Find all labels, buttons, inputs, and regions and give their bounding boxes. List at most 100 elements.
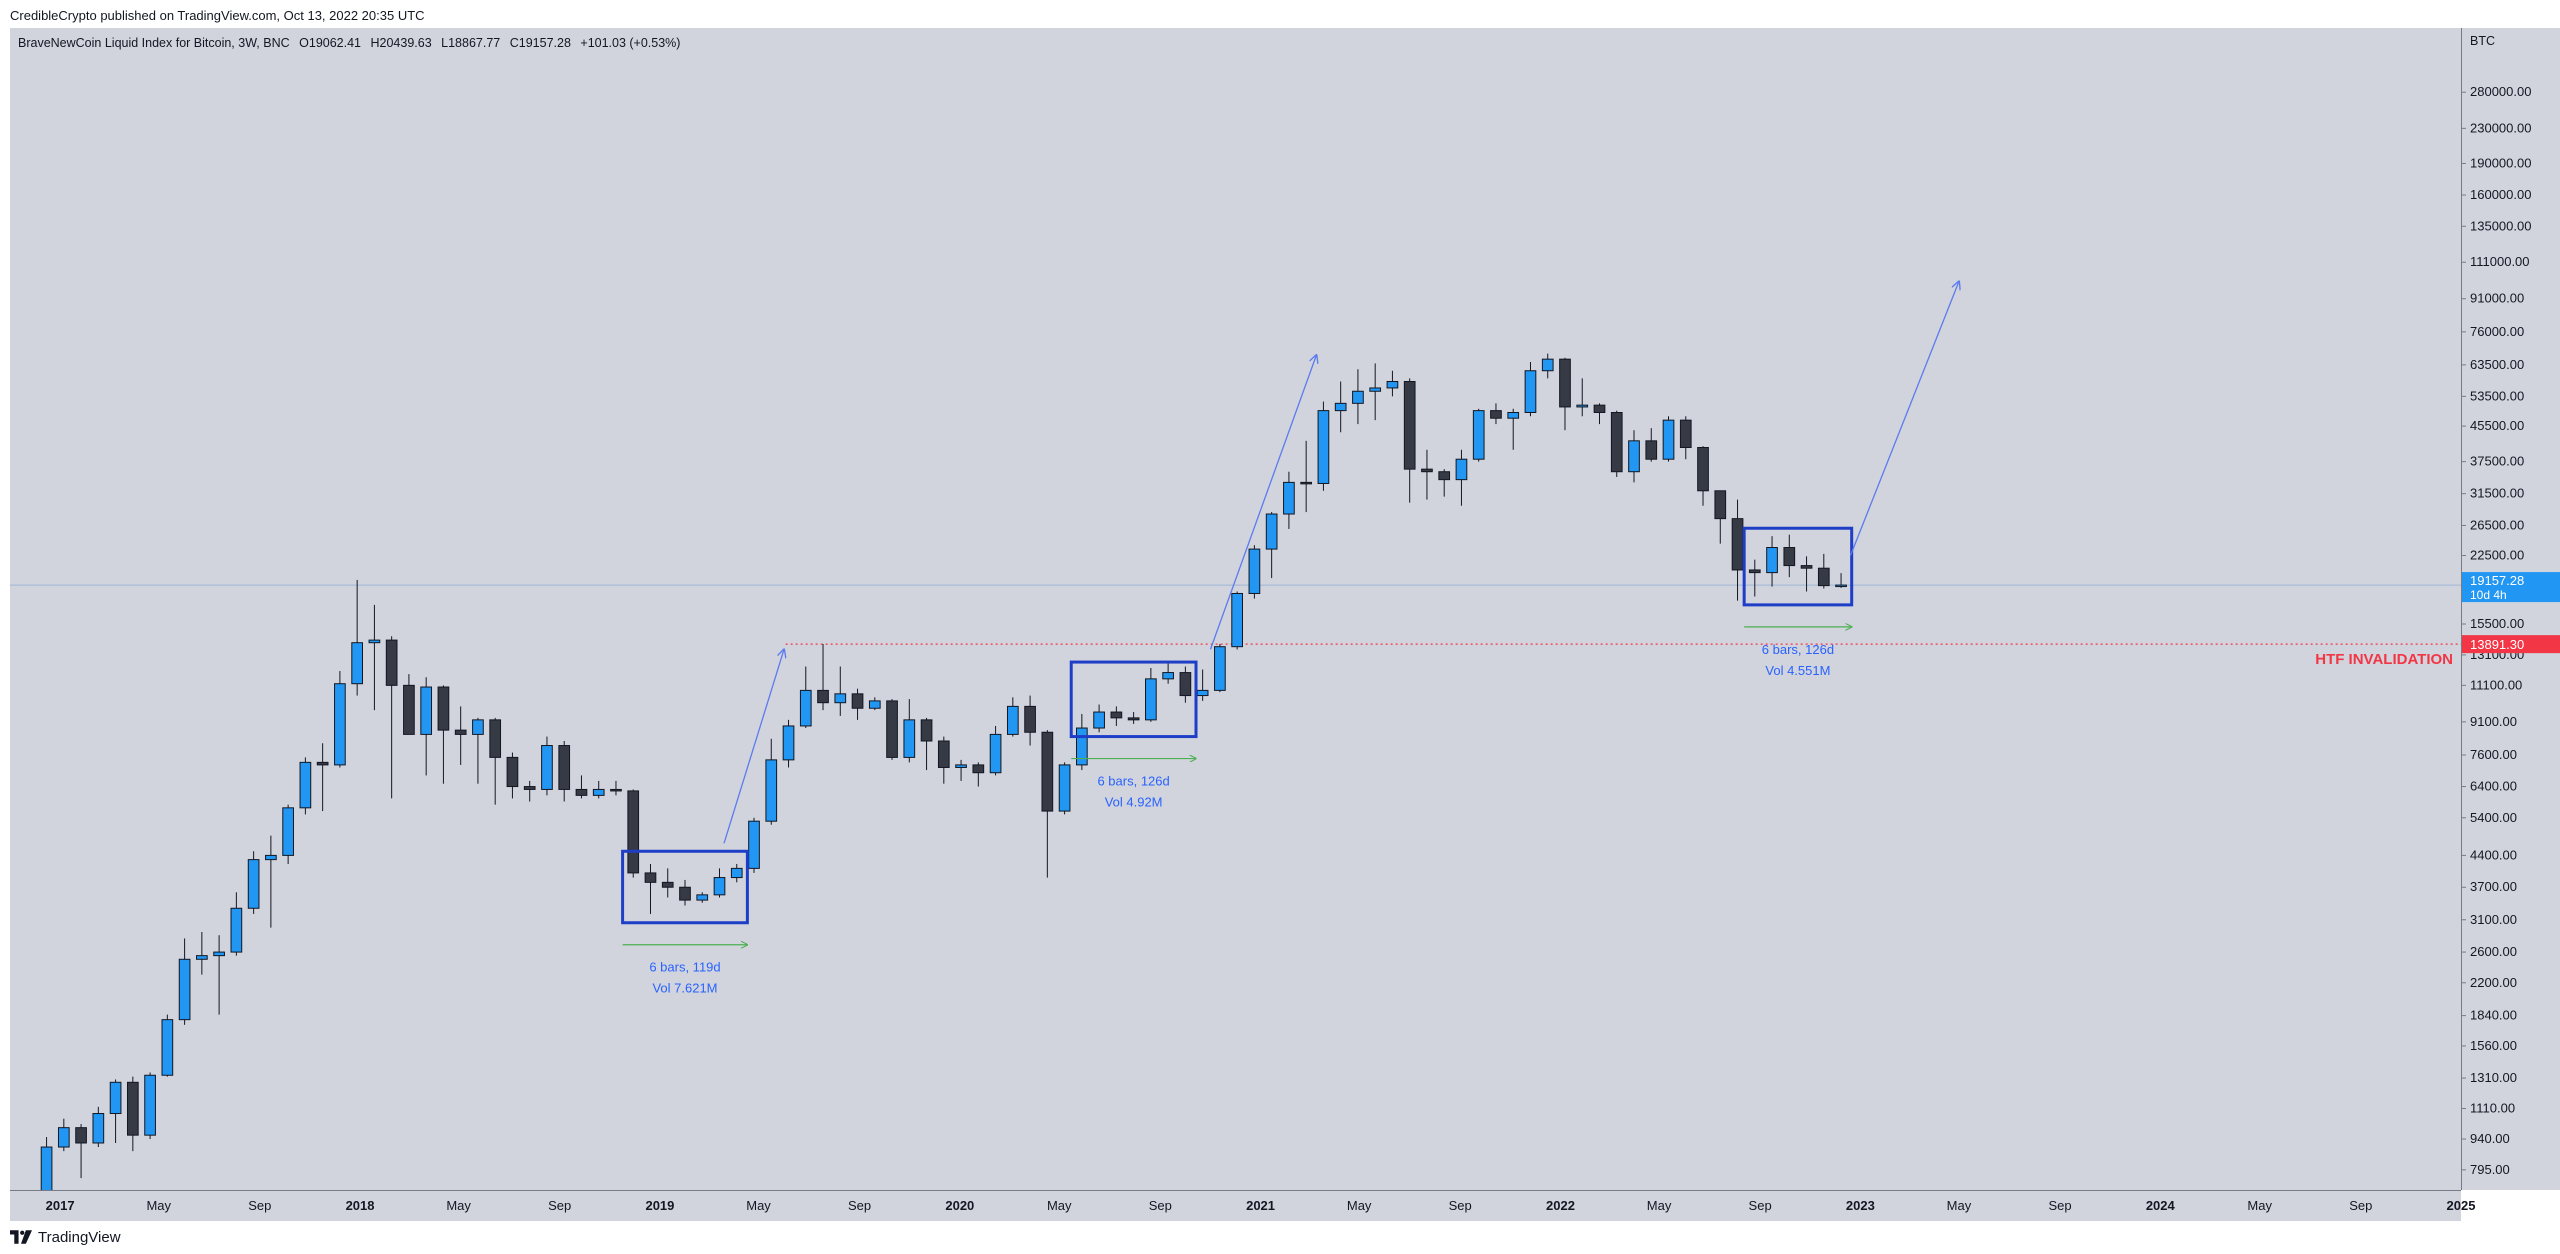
time-axis-month-label: Sep [548, 1198, 571, 1213]
candle [454, 706, 467, 765]
candle [40, 1137, 53, 1190]
price-tick-label: 6400.00 [2470, 779, 2517, 794]
candle-body [661, 881, 674, 888]
candle-body [1472, 410, 1485, 460]
candle-body [1352, 390, 1364, 404]
candle [989, 725, 1002, 776]
price-tick-label: 37500.00 [2470, 454, 2524, 469]
candle [713, 868, 726, 898]
candle [1421, 449, 1433, 500]
price-tick-label: 11100.00 [2470, 677, 2522, 692]
candle [1179, 666, 1192, 703]
time-axis-year-label: 2022 [1546, 1198, 1575, 1213]
candle [1110, 706, 1123, 726]
candle-body [1093, 711, 1105, 729]
candle [1679, 416, 1692, 460]
tradingview-brand[interactable]: TradingView [10, 1224, 121, 1250]
candle [1645, 428, 1658, 462]
candle [765, 738, 778, 825]
price-tick-label: 9100.00 [2470, 714, 2517, 729]
candle-body [1386, 381, 1399, 389]
candle-body [178, 958, 191, 1021]
candle-body [730, 867, 743, 879]
candle-body [1490, 410, 1502, 419]
candle-body [1455, 458, 1468, 481]
candle [541, 736, 553, 796]
candle-body [868, 700, 881, 709]
price-tick-label: 45500.00 [2470, 418, 2524, 433]
measure-volume-label: Vol 4.92M [1105, 795, 1163, 810]
current-price-value: 19157.28 [2470, 573, 2524, 588]
price-tick-label: 76000.00 [2470, 324, 2524, 339]
candle [851, 688, 864, 720]
candle [1006, 697, 1019, 737]
candle [1145, 667, 1157, 722]
candle [661, 868, 674, 898]
price-tick-label: 22500.00 [2470, 548, 2524, 563]
candle [575, 775, 588, 799]
candle [196, 932, 208, 975]
price-tick-label: 91000.00 [2470, 291, 2524, 306]
candle-body [955, 764, 967, 768]
candle-body [1783, 547, 1796, 567]
candle [299, 757, 312, 815]
price-tick-label: 53500.00 [2470, 388, 2524, 403]
legend-open: 19062.41 [308, 36, 362, 50]
candle-body [334, 683, 346, 766]
candle [1541, 353, 1554, 379]
candle [1265, 512, 1278, 579]
candle [1352, 369, 1364, 425]
time-axis-year-label: 2020 [945, 1198, 974, 1213]
candle-body [1645, 440, 1658, 460]
candle-body [196, 955, 208, 960]
price-tick-label: 2200.00 [2470, 975, 2517, 990]
legend: BraveNewCoin Liquid Index for Bitcoin, 3… [18, 36, 680, 50]
candle-body [1524, 370, 1537, 413]
candle-body [437, 686, 450, 731]
candle-body [1145, 678, 1157, 721]
candle [126, 1076, 139, 1152]
projection-arrow [1209, 355, 1316, 650]
candle [144, 1072, 156, 1140]
brand-name: TradingView [38, 1228, 121, 1246]
candle [1317, 401, 1330, 491]
time-axis-month-label: Sep [848, 1198, 871, 1213]
projection-arrow [723, 649, 784, 844]
price-tick-label: 2600.00 [2470, 944, 2517, 959]
candle [937, 736, 950, 784]
candle [696, 892, 709, 903]
candle [75, 1124, 87, 1179]
candle [799, 666, 812, 729]
candle-body [1800, 565, 1813, 569]
candle [1058, 762, 1071, 815]
candle [1283, 471, 1295, 529]
time-axis-month-label: May [2247, 1198, 2272, 1213]
time-axis[interactable] [10, 1190, 2461, 1221]
candle [437, 685, 450, 784]
price-scale[interactable] [2461, 28, 2560, 1190]
price-tick-label: 135000.00 [2470, 218, 2531, 233]
price-tick-label: 7600.00 [2470, 747, 2517, 762]
candle [109, 1079, 122, 1143]
candle-body [1835, 584, 1847, 588]
candle-body [817, 689, 829, 704]
candle-body [1041, 731, 1054, 812]
time-axis-month-label: Sep [1449, 1198, 1472, 1213]
candle [1300, 440, 1313, 513]
candle [610, 780, 622, 796]
invalidation-price-value: 13891.30 [2470, 637, 2524, 652]
time-axis-month-label: May [1047, 1198, 1072, 1213]
candle [1783, 534, 1796, 578]
time-axis-month-label: May [1347, 1198, 1372, 1213]
candle [1835, 573, 1847, 588]
candle-body [385, 639, 398, 686]
candle-body [920, 719, 933, 742]
measure-volume-label: Vol 4.551M [1765, 663, 1830, 678]
candle [1662, 416, 1675, 462]
candle-body [558, 745, 571, 790]
measure-bars-label: 6 bars, 119d [649, 960, 720, 975]
candle [1196, 669, 1209, 701]
candle [1697, 446, 1709, 506]
candle-body [1317, 410, 1330, 484]
candle [1800, 556, 1813, 592]
